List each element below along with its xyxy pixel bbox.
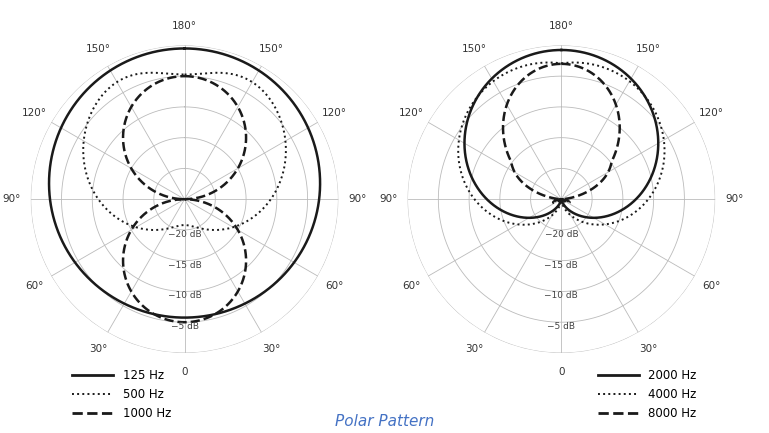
Text: −20 dB: −20 dB <box>168 230 201 239</box>
Text: −10 dB: −10 dB <box>168 291 201 301</box>
Text: −15 dB: −15 dB <box>544 261 578 270</box>
Text: −5 dB: −5 dB <box>548 322 575 331</box>
Text: −5 dB: −5 dB <box>171 322 198 331</box>
Text: −15 dB: −15 dB <box>168 261 201 270</box>
Text: Polar Pattern: Polar Pattern <box>335 414 434 429</box>
Text: −10 dB: −10 dB <box>544 291 578 301</box>
Legend: 2000 Hz, 4000 Hz, 8000 Hz: 2000 Hz, 4000 Hz, 8000 Hz <box>593 365 701 425</box>
Text: −20 dB: −20 dB <box>544 230 578 239</box>
